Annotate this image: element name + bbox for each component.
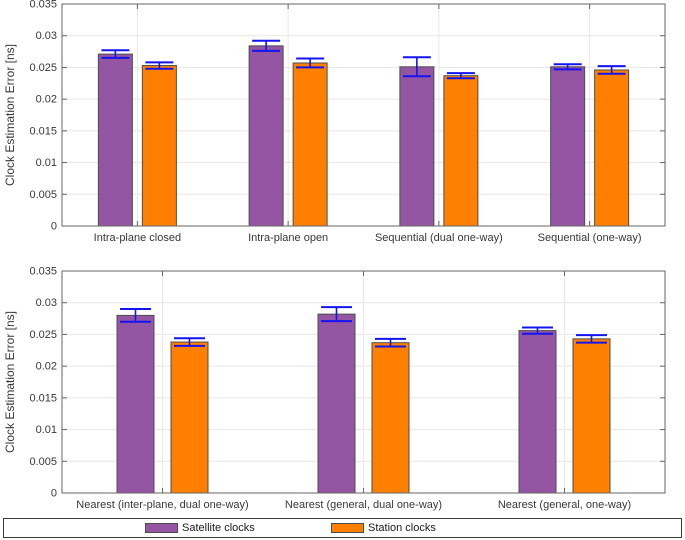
y-tick-label: 0.01 — [36, 157, 57, 169]
station-clocks-swatch — [331, 523, 364, 533]
y-tick-label: 0.025 — [29, 329, 57, 341]
y-tick-label: 0.03 — [36, 30, 57, 42]
clock-error-bar-chart-top: 0 0.005 0.01 0.015 0.02 0.025 0.03 0.035 Intra-p… — [3, 0, 666, 244]
bar-station-clocks — [170, 341, 209, 494]
clock-error-bar-chart-bottom: 0 0.005 0.01 0.015 0.02 0.025 0.03 0.035 Nearest… — [3, 266, 666, 511]
bar-station-clocks — [292, 62, 328, 227]
bar-station-clocks — [594, 69, 630, 227]
x-category-label: Sequential (one-way) — [538, 232, 642, 244]
y-tick-label: 0.015 — [29, 392, 57, 404]
legend-label-satellite: Satellite clocks — [182, 522, 255, 534]
x-category-label: Nearest (general, dual one-way) — [285, 499, 442, 511]
y-tick-label: 0.035 — [29, 266, 57, 278]
y-tick-label: 0.005 — [29, 189, 57, 201]
y-tick-label: 0.03 — [36, 297, 57, 309]
bar-station-clocks — [141, 65, 177, 227]
bar-satellite-clocks — [317, 313, 356, 494]
legend-label-station: Station clocks — [368, 522, 436, 534]
bar-station-clocks — [572, 338, 611, 494]
y-tick-label: 0.015 — [29, 125, 57, 137]
x-category-label: Nearest (general, one-way) — [498, 499, 631, 511]
axis-box — [61, 3, 666, 227]
satellite-clocks-swatch — [145, 523, 178, 533]
bar-satellite-clocks — [518, 330, 557, 494]
x-category-label: Intra-plane open — [248, 232, 328, 244]
y-tick-label: 0.005 — [29, 456, 57, 468]
y-axis-label: Clock Estimation Error [ns] — [3, 44, 17, 186]
legend: Satellite clocks Station clocks — [3, 518, 682, 538]
x-category-label: Sequential (dual one-way) — [375, 232, 503, 244]
bar-satellite-clocks — [97, 53, 133, 227]
y-tick-label: 0.02 — [36, 361, 57, 373]
x-category-label: Intra-plane closed — [94, 232, 181, 244]
bar-station-clocks — [371, 342, 410, 494]
y-tick-label: 0.02 — [36, 94, 57, 106]
y-tick-label: 0.035 — [29, 0, 57, 11]
bar-satellite-clocks — [248, 45, 284, 227]
bar-station-clocks — [443, 75, 479, 227]
y-axis-label: Clock Estimation Error [ns] — [3, 311, 17, 453]
x-category-label: Nearest (inter-plane, dual one-way) — [76, 499, 248, 511]
y-tick-label: 0 — [51, 488, 57, 500]
bar-satellite-clocks — [116, 314, 155, 494]
bar-satellite-clocks — [550, 66, 586, 227]
y-tick-label: 0.01 — [36, 424, 57, 436]
y-tick-label: 0.025 — [29, 62, 57, 74]
bar-satellite-clocks — [399, 66, 435, 227]
y-tick-label: 0 — [51, 221, 57, 233]
